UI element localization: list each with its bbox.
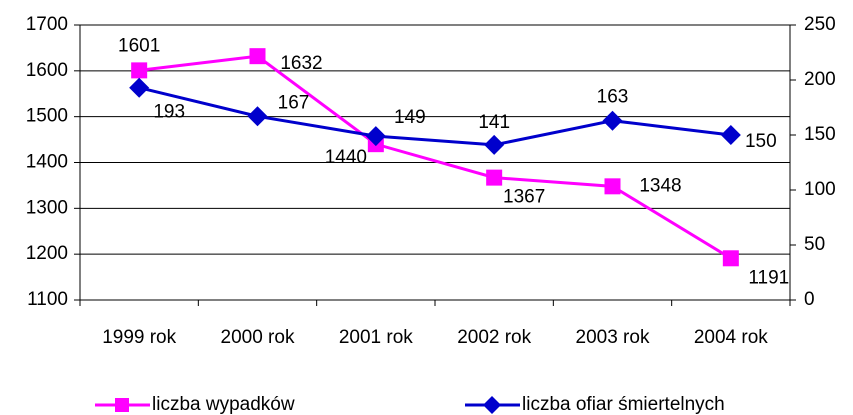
data-label: 1367 — [503, 187, 545, 208]
x-tick-label: 2003 rok — [576, 327, 650, 348]
y-tick-label: 1100 — [27, 289, 68, 310]
marker — [247, 106, 268, 127]
y2-tick-label: 250 — [804, 14, 836, 35]
y-tick-label: 1500 — [26, 106, 68, 127]
data-label: 1191 — [748, 267, 789, 288]
marker — [486, 169, 503, 186]
data-label: 1440 — [325, 147, 367, 168]
y2-tick-label: 0 — [804, 289, 815, 310]
data-label: 149 — [394, 107, 426, 128]
data-label: 193 — [153, 102, 185, 123]
x-tick-label: 2001 rok — [339, 327, 413, 348]
data-label: 141 — [478, 112, 510, 133]
legend-label: liczba ofiar śmiertelnych — [522, 394, 725, 415]
data-label: 167 — [278, 92, 310, 113]
y-tick-label: 1600 — [26, 60, 68, 81]
y2-tick-label: 200 — [804, 69, 836, 90]
marker — [484, 134, 505, 155]
data-label: 150 — [745, 131, 777, 152]
x-tick-label: 2000 rok — [221, 327, 295, 348]
series-line — [138, 54, 732, 260]
y-tick-label: 1700 — [26, 14, 68, 35]
marker — [365, 126, 386, 147]
marker — [115, 398, 129, 412]
x-tick-label: 2004 rok — [694, 327, 768, 348]
legend-label: liczba wypadków — [152, 394, 295, 415]
data-label: 1632 — [280, 53, 322, 74]
marker — [483, 396, 501, 414]
x-tick-label: 2002 rok — [457, 327, 531, 348]
marker — [131, 62, 148, 79]
y2-tick-label: 100 — [804, 179, 836, 200]
y2-tick-label: 50 — [804, 234, 825, 255]
marker — [720, 125, 741, 145]
y-tick-label: 1200 — [26, 243, 68, 264]
data-label: 1348 — [639, 175, 681, 196]
marker — [129, 77, 150, 98]
marker — [249, 48, 266, 65]
y-tick-label: 1300 — [26, 197, 68, 218]
x-tick-label: 1999 rok — [102, 327, 176, 348]
y2-tick-label: 150 — [804, 124, 836, 145]
marker — [604, 178, 621, 195]
data-label: 163 — [597, 87, 629, 108]
marker — [722, 250, 739, 267]
marker — [602, 110, 623, 131]
y-tick-label: 1400 — [26, 152, 68, 173]
data-label: 1601 — [118, 35, 160, 56]
series-line — [138, 86, 732, 147]
